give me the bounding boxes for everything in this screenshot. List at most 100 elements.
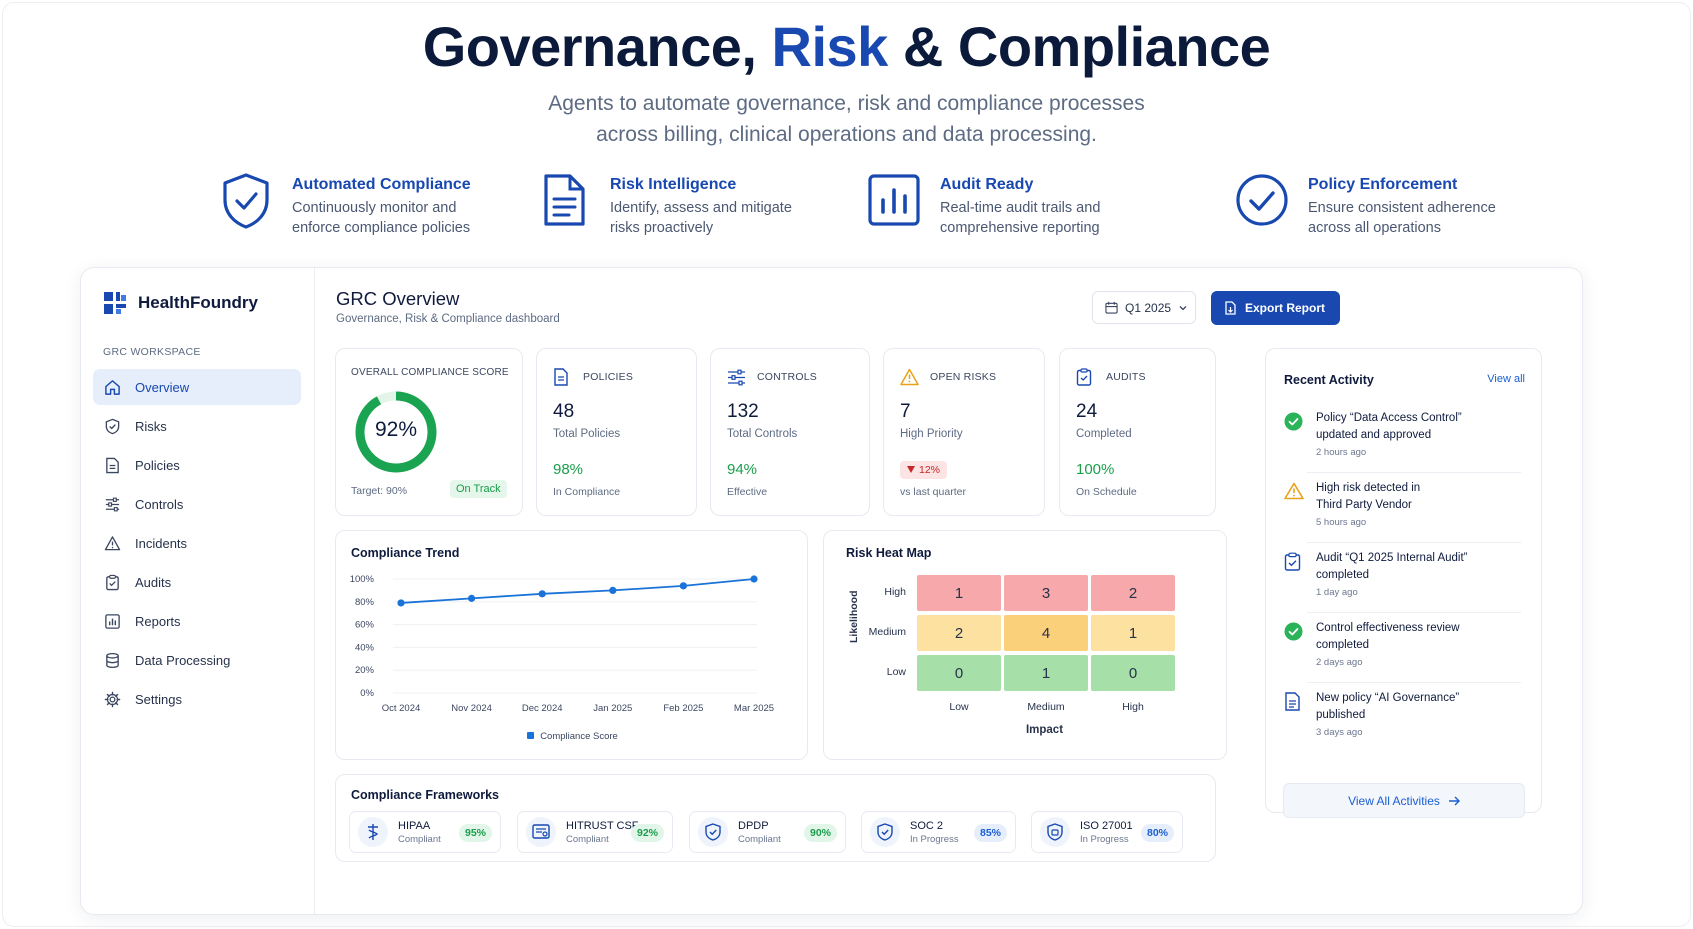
iso-shield-icon [1040,817,1070,847]
export-report-button[interactable]: Export Report [1211,291,1340,325]
activity-line2: Third Party Vendor [1316,499,1412,511]
heatmap-cell[interactable]: 0 [1091,655,1175,691]
compliance-trend-card: Compliance Trend 0% 20% 40% 60% 80% 100% Oct 2… [335,530,808,760]
data-point[interactable] [468,594,476,602]
policies-card[interactable]: POLICIES 48 Total Policies 98% In Compli… [536,348,697,516]
y-tick-label: 80% [355,597,375,608]
view-all-activities-button[interactable]: View All Activities [1283,783,1525,818]
legend-label: Compliance Score [540,731,618,742]
heatmap-cell[interactable]: 2 [917,615,1001,651]
period-value: Q1 2025 [1125,300,1172,315]
clipboard-icon [1284,552,1301,576]
audits-pct: 100% [1076,461,1115,478]
brand[interactable]: HealthFoundry [104,292,258,314]
y-tick-label: 20% [355,665,375,676]
policies-sub: Total Policies [553,428,621,440]
activity-time: 1 day ago [1316,587,1358,598]
sliders-icon [105,497,120,511]
sidebar-item-audits[interactable]: Audits [93,564,301,600]
hero-title-accent: Risk [771,15,889,78]
period-select[interactable]: Q1 2025 [1092,291,1196,324]
recent-activity-card: Recent Activity View all Policy “Data Ac… [1265,348,1542,818]
sidebar-item-label: Controls [135,496,184,512]
sidebar-item-reports[interactable]: Reports [93,603,301,639]
activity-divider [1307,542,1521,543]
activity-line2: completed [1316,569,1370,581]
x-tick-label: Dec 2024 [522,703,563,714]
sidebar-item-settings[interactable]: Settings [93,681,301,717]
framework-item[interactable]: HITRUST CSF Compliant 92% [517,811,673,853]
open-risks-card[interactable]: OPEN RISKS 7 High Priority 12% vs last q… [883,348,1045,516]
x-tick-label: Oct 2024 [382,703,421,714]
warning-icon [104,535,121,550]
sidebar-item-policies[interactable]: Policies [93,447,301,483]
activity-divider [1307,472,1521,473]
sidebar-item-overview[interactable]: Overview [93,369,301,405]
data-point[interactable] [679,582,687,590]
document-icon [106,457,119,473]
sidebar-item-risks[interactable]: Risks [93,408,301,444]
open-risks-sub: High Priority [900,428,963,440]
feature-desc: Continuously monitor and enforce complia… [292,200,471,236]
heatmap-cell[interactable]: 1 [1004,655,1088,691]
export-file-icon [1225,301,1236,315]
sidebar-item-incidents[interactable]: Incidents [93,525,301,561]
open-risks-label: OPEN RISKS [930,371,997,383]
feature-desc: Real-time audit trails and comprehensive… [940,200,1101,236]
heatmap-col-label: Low [949,701,969,713]
controls-card[interactable]: CONTROLS 132 Total Controls 94% Effectiv… [710,348,870,516]
activity-time: 5 hours ago [1316,517,1367,528]
open-risks-value: 7 [900,401,911,422]
heatmap-row-label: Medium [868,626,906,638]
sidebar-item-data-processing[interactable]: Data Processing [93,642,301,678]
hero-subtitle-line2: across billing, clinical operations and … [596,123,1097,146]
framework-name: HITRUST CSF [566,819,639,832]
hero-title-part1: Governance, [422,15,772,78]
status-badge: On Track [450,480,507,498]
sidebar-item-label: Incidents [135,535,188,551]
data-point[interactable] [609,586,617,594]
activity-line2: completed [1316,639,1370,651]
triangle-down-icon [907,466,915,473]
audits-label: AUDITS [1106,371,1146,383]
framework-item[interactable]: DPDP Compliant 90% [689,811,846,853]
heatmap-cell[interactable]: 1 [917,575,1001,611]
data-point[interactable] [750,575,758,583]
data-point[interactable] [397,599,405,607]
feature-title: Risk Intelligence [610,176,737,193]
compliance-score-card: OVERALL COMPLIANCE SCORE 92% Target: 90%… [335,348,523,516]
framework-status: Compliant [738,833,781,845]
y-tick-label: 0% [360,688,374,699]
check-circle-icon [1284,622,1303,646]
sidebar-nav: Overview Risks Policies Controls Inciden… [93,369,301,720]
risk-heatmap-card: Risk Heat Map Likelihood High 1 3 2 Medium 2 4… [823,530,1227,760]
page-title: GRC Overview [336,288,460,309]
database-icon [106,652,119,668]
view-all-activities-label: View All Activities [1348,793,1440,808]
heatmap-cell[interactable]: 1 [1091,615,1175,651]
activity-line1: High risk detected in [1316,482,1421,494]
hero-subtitle: Agents to automate governance, risk and … [0,88,1693,150]
sidebar-item-controls[interactable]: Controls [93,486,301,522]
framework-item[interactable]: ISO 27001 In Progress 80% [1031,811,1183,853]
heatmap-cell[interactable]: 4 [1004,615,1088,651]
data-point[interactable] [538,590,546,598]
activity-line1: Policy “Data Access Control” [1316,412,1462,424]
framework-status: In Progress [1080,833,1129,845]
framework-status: Compliant [398,833,441,845]
sidebar-item-label: Overview [135,379,190,395]
policies-foot: In Compliance [553,486,621,498]
feature-desc: Ensure consistent adherence across all o… [1308,200,1496,236]
activity-line1: Audit “Q1 2025 Internal Audit” [1316,552,1468,564]
hero-subtitle-line1: Agents to automate governance, risk and … [548,92,1145,115]
page-subtitle: Governance, Risk & Compliance dashboard [336,313,560,325]
audits-card[interactable]: AUDITS 24 Completed 100% On Schedule [1059,348,1216,516]
controls-foot: Effective [727,486,768,498]
view-all-link[interactable]: View all [1487,373,1525,385]
framework-item[interactable]: SOC 2 In Progress 85% [861,811,1016,853]
heatmap-cell[interactable]: 0 [917,655,1001,691]
policies-value: 48 [553,401,575,422]
heatmap-cell[interactable]: 3 [1004,575,1088,611]
framework-item[interactable]: HIPAA Compliant 95% [349,811,501,853]
heatmap-cell[interactable]: 2 [1091,575,1175,611]
